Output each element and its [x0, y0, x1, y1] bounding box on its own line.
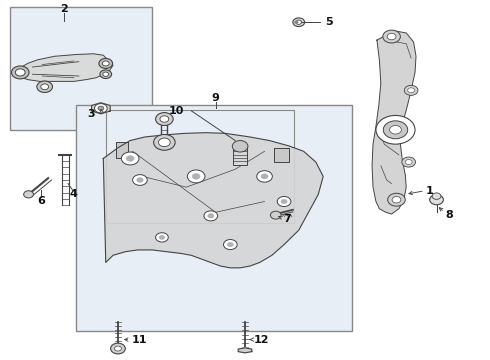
Circle shape	[387, 33, 396, 40]
Circle shape	[204, 211, 218, 221]
Circle shape	[405, 159, 412, 165]
Bar	[106, 110, 294, 223]
Circle shape	[156, 233, 168, 242]
Circle shape	[103, 72, 109, 76]
Circle shape	[41, 84, 49, 90]
Circle shape	[294, 21, 298, 24]
Circle shape	[383, 30, 400, 43]
Circle shape	[15, 69, 25, 76]
Circle shape	[154, 134, 175, 150]
Circle shape	[137, 177, 143, 183]
Circle shape	[432, 193, 441, 199]
Circle shape	[126, 156, 134, 161]
Circle shape	[257, 171, 272, 182]
Circle shape	[261, 174, 268, 179]
Circle shape	[133, 175, 147, 185]
Circle shape	[187, 170, 205, 183]
Circle shape	[122, 152, 139, 165]
Circle shape	[408, 88, 415, 93]
Bar	[76, 105, 352, 330]
Circle shape	[160, 116, 169, 122]
Text: 11: 11	[132, 334, 147, 345]
Circle shape	[223, 239, 237, 249]
Circle shape	[11, 66, 29, 79]
Circle shape	[390, 126, 401, 134]
Circle shape	[95, 104, 107, 113]
Circle shape	[100, 70, 112, 78]
Text: 3: 3	[88, 109, 95, 119]
Circle shape	[24, 191, 33, 198]
Text: 8: 8	[445, 210, 453, 220]
Circle shape	[392, 197, 401, 203]
Circle shape	[159, 138, 170, 147]
Text: 6: 6	[37, 196, 45, 206]
Circle shape	[402, 157, 416, 167]
Circle shape	[232, 140, 248, 152]
Circle shape	[37, 81, 52, 93]
Polygon shape	[15, 54, 113, 81]
Circle shape	[208, 213, 214, 218]
Text: 5: 5	[326, 17, 333, 27]
Bar	[10, 7, 152, 130]
Bar	[233, 146, 247, 165]
Circle shape	[99, 58, 113, 68]
Polygon shape	[372, 31, 416, 214]
Text: 1: 1	[426, 186, 434, 196]
Circle shape	[159, 235, 165, 239]
Circle shape	[277, 197, 291, 207]
Circle shape	[296, 20, 302, 24]
Circle shape	[111, 343, 125, 354]
Text: 10: 10	[169, 106, 184, 116]
Circle shape	[430, 195, 443, 205]
Circle shape	[293, 18, 305, 27]
Polygon shape	[116, 142, 128, 158]
Circle shape	[281, 199, 287, 204]
Polygon shape	[92, 103, 110, 114]
Circle shape	[227, 242, 233, 247]
Circle shape	[376, 116, 415, 144]
Circle shape	[192, 174, 200, 179]
Circle shape	[270, 211, 281, 219]
Text: 9: 9	[212, 93, 220, 103]
Polygon shape	[274, 148, 289, 162]
Text: 4: 4	[69, 189, 77, 199]
Polygon shape	[103, 133, 323, 268]
Circle shape	[404, 85, 418, 95]
Text: 12: 12	[254, 334, 270, 345]
Circle shape	[388, 193, 405, 206]
Circle shape	[156, 113, 173, 126]
Text: 2: 2	[60, 4, 68, 14]
Circle shape	[98, 106, 104, 111]
Polygon shape	[238, 348, 252, 353]
Circle shape	[102, 61, 109, 66]
Circle shape	[115, 346, 122, 351]
Text: 7: 7	[283, 214, 291, 224]
Circle shape	[383, 121, 408, 139]
